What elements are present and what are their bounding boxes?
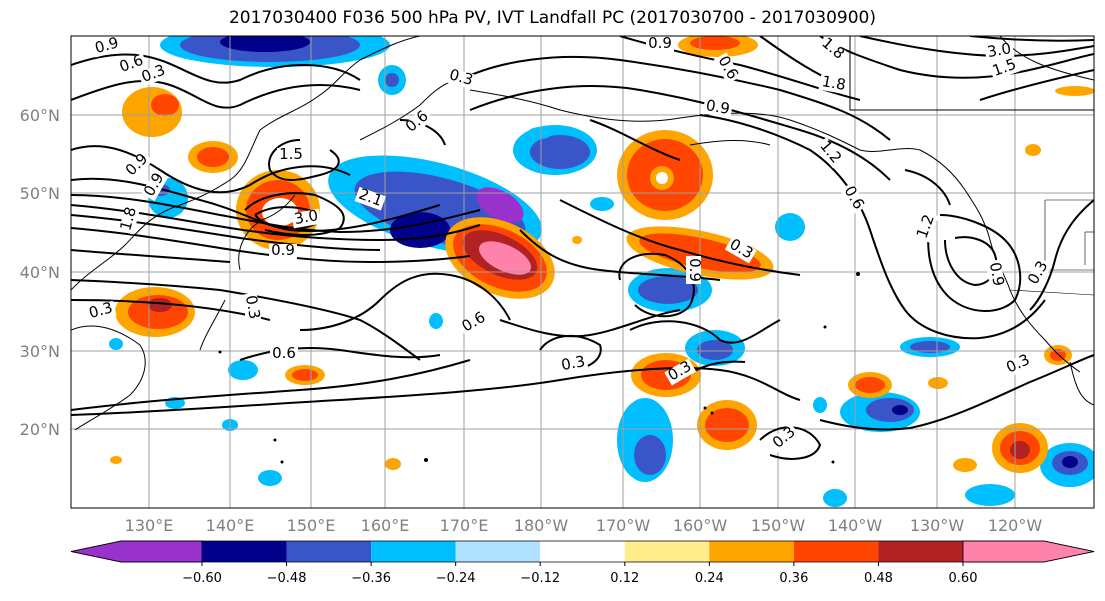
svg-text:0.9: 0.9 — [705, 96, 732, 118]
svg-text:0.9: 0.9 — [93, 33, 121, 57]
colorbar-tick-label: −0.60 — [182, 571, 222, 586]
lat-label: 30°N — [20, 342, 60, 361]
positive-anomaly-blob — [992, 423, 1048, 473]
lon-label: 140°W — [828, 516, 883, 535]
colorbar-tick-label: 0.60 — [949, 571, 978, 586]
lon-label: 170°W — [596, 516, 651, 535]
contour-label: 1.8 — [818, 72, 849, 95]
svg-text:3.0: 3.0 — [293, 206, 320, 228]
colorbar-segment — [455, 541, 541, 562]
negative-anomaly-blob — [617, 398, 673, 482]
svg-text:0.3: 0.3 — [560, 352, 587, 374]
colorbar-tick-label: −0.48 — [267, 571, 307, 586]
latitude-labels: 60°N 50°N 40°N 30°N 20°N — [20, 106, 60, 439]
lat-label: 60°N — [20, 106, 60, 125]
colorbar-segment — [793, 541, 879, 562]
contour-label: 1.5 — [277, 145, 305, 163]
contour-label: 3.0 — [291, 206, 322, 229]
lat-label: 50°N — [20, 184, 60, 203]
svg-text:0.3: 0.3 — [87, 298, 115, 322]
colorbar-tick-label: −0.12 — [520, 571, 560, 586]
contour-label: 0.3 — [241, 292, 264, 323]
negative-anomaly-blob — [513, 125, 597, 175]
contour-label: 0.9 — [646, 34, 674, 52]
svg-text:0.9: 0.9 — [986, 261, 1008, 288]
lon-label: 130°E — [125, 516, 174, 535]
svg-text:1.5: 1.5 — [279, 145, 303, 163]
svg-text:0.9: 0.9 — [271, 241, 295, 259]
positive-anomaly-blob — [115, 287, 195, 337]
contour-label: 0.9 — [91, 33, 123, 58]
svg-text:0.9: 0.9 — [648, 34, 672, 52]
lon-label: 160°W — [673, 516, 728, 535]
colorbar-segment — [286, 541, 372, 562]
colorbar-segment — [709, 541, 794, 562]
lon-label: 150°W — [751, 516, 806, 535]
contour-label: 1.8 — [116, 203, 141, 235]
colorbar-segment — [70, 540, 203, 563]
lat-label: 40°N — [20, 263, 60, 282]
island-markers — [218, 272, 860, 464]
colorbar: −0.60 −0.48 −0.36 −0.24 −0.12 0.12 0.24 0.36 0.4… — [70, 540, 1095, 586]
contour-label: 0.3 — [85, 298, 117, 323]
lon-label: 180°W — [514, 516, 569, 535]
longitude-labels: 130°E 140°E 150°E 160°E 170°E 180°W 170°… — [125, 516, 1043, 535]
colorbar-tick-label: −0.36 — [351, 571, 391, 586]
coastlines — [71, 36, 1094, 431]
colorbar-segment — [540, 541, 625, 562]
negative-anomaly-blob — [1040, 443, 1094, 487]
colorbar-segment — [371, 541, 456, 562]
contour-label: 0.9 — [985, 259, 1008, 290]
contour-label: 0.9 — [686, 256, 704, 284]
colorbar-tick-label: −0.24 — [436, 571, 476, 586]
svg-text:0.6: 0.6 — [272, 344, 296, 362]
contour-label: 3.0 — [984, 39, 1015, 62]
contour-label: 0.9 — [702, 96, 733, 119]
lon-label: 120°W — [988, 516, 1043, 535]
negative-anomaly-blob — [109, 65, 1015, 507]
lat-label: 20°N — [20, 420, 60, 439]
contour-label: 0.6 — [270, 344, 298, 362]
lon-label: 150°E — [287, 516, 336, 535]
colorbar-segment — [202, 541, 287, 562]
negative-anomaly-blob — [160, 36, 390, 67]
positive-anomaly-blob — [188, 141, 238, 173]
negative-anomaly-blob — [840, 392, 920, 432]
colorbar-tick-label: 0.36 — [779, 571, 808, 586]
colorbar-segment — [878, 541, 963, 562]
map-frame — [70, 35, 1095, 509]
colorbar-segment — [624, 541, 710, 562]
map-title: 2017030400 F036 500 hPa PV, IVT Landfall… — [228, 8, 876, 28]
lon-label: 130°W — [910, 516, 965, 535]
lon-label: 170°E — [440, 516, 489, 535]
lon-label: 140°E — [206, 516, 255, 535]
lon-label: 160°E — [361, 516, 410, 535]
colorbar-tick-label: 0.48 — [864, 571, 893, 586]
colorbar-outline — [70, 540, 1095, 563]
svg-text:1.8: 1.8 — [116, 205, 140, 233]
svg-text:0.3: 0.3 — [242, 294, 264, 321]
positive-anomaly-blob — [122, 87, 182, 137]
negative-anomaly-blob — [900, 337, 960, 357]
colorbar-tick-label: 0.24 — [695, 571, 724, 586]
svg-text:3.0: 3.0 — [986, 39, 1013, 61]
colorbar-segment — [962, 540, 1095, 563]
colorbar-tick-label: 0.12 — [610, 571, 639, 586]
svg-text:0.9: 0.9 — [686, 258, 704, 282]
svg-text:0.3: 0.3 — [447, 65, 475, 89]
contour-label: 0.9 — [269, 241, 297, 259]
contour-labels: 0.9 0.6 0.3 0.3 0.6 0.9 0.9 1.5 1.8 2.1 … — [85, 33, 1053, 454]
contour-label: 0.3 — [445, 65, 477, 90]
svg-text:1.8: 1.8 — [821, 72, 848, 94]
contour-label: 0.3 — [558, 352, 589, 375]
